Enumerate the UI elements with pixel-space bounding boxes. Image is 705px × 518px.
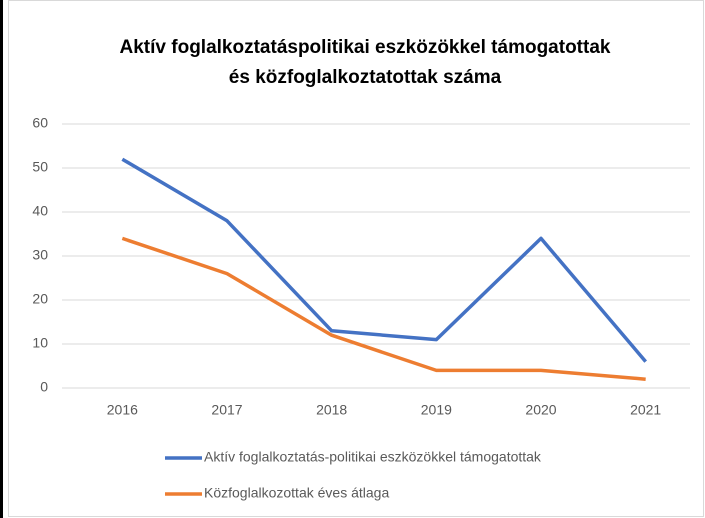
y-tick-label: 30 [32, 247, 48, 263]
series-line [121, 157, 648, 363]
chart-title: Aktív foglalkoztatáspolitikai eszközökke… [120, 37, 611, 58]
y-tick-label: 20 [32, 291, 48, 307]
y-tick-label: 10 [32, 335, 48, 351]
y-tick-label: 0 [40, 379, 48, 395]
x-tick-label: 2019 [421, 402, 452, 418]
x-tick-label: 2020 [525, 402, 556, 418]
legend-label: Közfoglalkozottak éves átlaga [204, 485, 389, 501]
legend-label: Aktív foglalkoztatás-politikai eszközökk… [204, 449, 542, 465]
y-tick-label: 60 [32, 115, 48, 131]
y-tick-label: 50 [32, 159, 48, 175]
chart-title: és közfoglalkoztatottak száma [229, 67, 502, 88]
x-tick-label: 2018 [316, 402, 347, 418]
x-tick-label: 2016 [107, 402, 138, 418]
chart-frame [8, 0, 704, 517]
x-tick-label: 2017 [211, 402, 242, 418]
y-tick-label: 40 [32, 203, 48, 219]
x-tick-label: 2021 [630, 402, 661, 418]
left-edge [0, 0, 3, 518]
series-line [121, 236, 646, 381]
